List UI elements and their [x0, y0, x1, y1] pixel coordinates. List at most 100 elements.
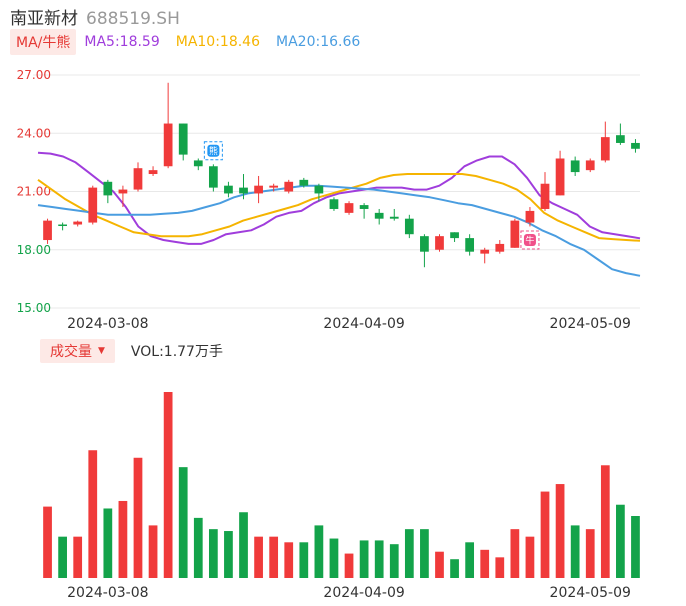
candle-body — [344, 203, 354, 213]
candlestick — [329, 197, 339, 211]
price-tick-label: 24.00 — [17, 126, 51, 140]
candle-body — [269, 185, 279, 188]
volume-bar — [540, 491, 550, 578]
volume-bar — [329, 538, 339, 578]
candlestick — [616, 123, 625, 145]
volume-bar — [600, 465, 610, 578]
candle-body — [178, 123, 188, 155]
volume-bar — [88, 450, 98, 578]
candlestick — [88, 185, 98, 225]
volume-bar — [495, 557, 505, 578]
candlestick — [193, 158, 203, 171]
volume-bar — [374, 540, 384, 578]
price-axis: 27.00 24.00 21.00 18.00 15.00 — [17, 68, 51, 315]
candlestick — [420, 234, 429, 268]
candlestick — [208, 164, 218, 192]
date-tick-label: 2024-03-08 — [67, 585, 148, 601]
volume-bar — [193, 517, 203, 578]
volume-bar — [284, 542, 294, 578]
candle-body — [525, 210, 535, 223]
price-tick-label: 27.00 — [17, 68, 51, 82]
candle-body — [616, 135, 625, 143]
candlestick — [344, 201, 354, 215]
candle-body — [284, 181, 294, 192]
marker-frame — [520, 230, 540, 250]
candlestick — [450, 232, 459, 242]
date-tick-label: 2024-05-09 — [550, 316, 631, 332]
candlestick — [163, 82, 173, 169]
candlestick — [495, 240, 505, 254]
candle-body — [239, 187, 248, 194]
marker-label: 牛 — [525, 235, 534, 247]
candlestick — [58, 222, 67, 231]
candle-body — [329, 199, 339, 209]
candle-body — [374, 212, 384, 219]
volume-bar — [314, 525, 324, 578]
candle-body — [600, 137, 610, 161]
candlestick — [178, 123, 188, 161]
volume-bar — [269, 536, 279, 578]
volume-bar — [178, 467, 188, 578]
marker-label: 熊 — [209, 145, 218, 157]
candlestick — [585, 158, 595, 173]
candle-body — [631, 142, 640, 149]
candle-body — [148, 170, 158, 175]
candle-body — [435, 236, 444, 250]
volume-value-label: VOL:1.77万手 — [130, 344, 223, 360]
ma-type-selector[interactable]: MA/牛熊 — [10, 29, 77, 55]
ma20-label: MA20:16.66 — [276, 34, 361, 50]
candlestick — [43, 218, 52, 244]
candle-body — [555, 158, 565, 196]
candlestick — [525, 207, 535, 227]
candle-body — [585, 160, 595, 171]
volume-bar — [465, 542, 475, 578]
volume-bar — [43, 506, 52, 578]
volume-bars — [43, 392, 640, 578]
bull-bear-markers: 熊牛 — [203, 141, 540, 250]
ma10-label: MA10:18.46 — [175, 34, 261, 50]
moving-average-lines — [37, 151, 641, 277]
date-tick-label: 2024-04-09 — [323, 585, 404, 601]
volume-bar — [239, 512, 248, 578]
candlestick — [389, 208, 399, 221]
volume-bar — [404, 529, 414, 578]
candle-body — [299, 179, 309, 186]
volume-bar — [163, 392, 173, 578]
volume-bar — [480, 549, 490, 578]
volume-bar — [299, 542, 309, 578]
candlestick — [148, 166, 158, 176]
date-tick-label: 2024-05-09 — [550, 585, 631, 601]
candle-body — [510, 220, 520, 248]
candle-body — [133, 168, 143, 190]
candle-body — [314, 185, 324, 194]
volume-indicator-label: 成交量 — [50, 344, 92, 360]
volume-bar — [510, 529, 520, 578]
candle-body — [254, 185, 263, 194]
volume-legend: 成交量 ▼ VOL:1.77万手 — [40, 339, 223, 363]
candle-body — [359, 205, 369, 209]
candle-body — [480, 249, 490, 254]
candlestick — [269, 183, 279, 192]
candle-body — [389, 216, 399, 219]
volume-bar — [570, 525, 580, 578]
candlestick — [103, 179, 113, 204]
candlestick — [480, 247, 490, 264]
price-tick-label: 15.00 — [17, 301, 51, 315]
price-tick-label: 21.00 — [17, 185, 51, 199]
volume-bar — [73, 536, 83, 578]
volume-bar — [450, 559, 459, 578]
candlestick — [435, 234, 444, 252]
candlestick — [555, 150, 565, 196]
volume-indicator-selector[interactable]: 成交量 ▼ — [40, 339, 115, 363]
candlestick — [314, 183, 324, 202]
candlestick — [631, 139, 640, 153]
marker-badge — [207, 144, 220, 157]
candlestick — [254, 175, 263, 204]
volume-bar — [631, 516, 640, 578]
candlestick — [510, 218, 520, 248]
volume-bar — [254, 536, 263, 578]
candlestick — [374, 208, 384, 225]
candlestick — [404, 214, 414, 239]
candlestick — [133, 162, 143, 192]
